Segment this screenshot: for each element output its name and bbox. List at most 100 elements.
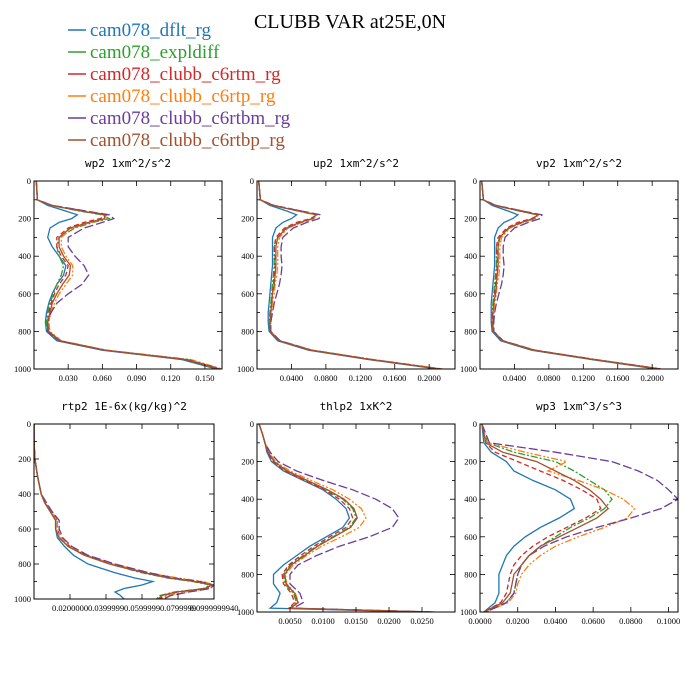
x-tick-label: 0.0400	[280, 373, 303, 383]
series-line	[258, 424, 436, 612]
y-tick-label: 1000	[14, 364, 31, 374]
y-tick-label: 200	[241, 457, 254, 467]
series-line	[481, 424, 576, 612]
y-tick-label: 400	[18, 489, 31, 499]
y-tick-label: 800	[241, 326, 254, 336]
x-tick-label: 0.0399999	[88, 603, 124, 613]
legend-entry: cam078_clubb_c6rtbm_rg	[90, 108, 291, 129]
series-line	[481, 181, 660, 369]
series-line	[481, 424, 678, 612]
y-tick-label: 600	[464, 289, 477, 299]
panel-title: vp2 1xm^2/s^2	[536, 157, 622, 170]
x-tick-label: 0.2000	[640, 373, 663, 383]
series-line	[481, 424, 602, 612]
y-tick-label: 0	[250, 176, 254, 186]
x-tick-label: 0.0800	[619, 616, 642, 626]
x-tick-label: 0.1600	[383, 373, 406, 383]
x-tick-label: 0.0400	[544, 616, 567, 626]
y-tick-label: 600	[18, 524, 31, 534]
series-line	[258, 181, 438, 369]
y-tick-label: 400	[464, 251, 477, 261]
series-line	[481, 181, 660, 369]
legend: cam078_dflt_rgcam078_expldiffcam078_club…	[68, 20, 291, 151]
plot-frame	[256, 180, 456, 370]
panel-title: rtp2 1E-6x(kg/kg)^2	[61, 400, 187, 413]
x-tick-label: 0.0799999	[160, 603, 196, 613]
y-tick-label: 1000	[460, 364, 477, 374]
series-line	[481, 424, 610, 612]
legend-entry: cam078_dflt_rg	[90, 20, 212, 41]
series-line	[34, 424, 213, 599]
chart-panel: wp2 1xm^2/s^2 0 200 400 600 800 1000 0.030 0.060…	[14, 157, 223, 383]
x-tick-label: 0.0800	[537, 373, 560, 383]
series-line	[481, 181, 657, 369]
series-line	[481, 181, 663, 369]
chart-panel: thlp2 1xK^2 0 200 400 600 800 1000 0.0050 0.0100…	[237, 400, 456, 626]
series-line	[258, 424, 429, 612]
y-tick-label: 800	[464, 569, 477, 579]
x-tick-label: 0.1200	[572, 373, 595, 383]
x-tick-label: 0.0999999940	[190, 603, 239, 613]
y-tick-label: 200	[18, 454, 31, 464]
x-tick-label: 0.0150	[344, 616, 367, 626]
plot-frame	[33, 423, 215, 600]
x-tick-label: 0.0599999	[124, 603, 160, 613]
x-tick-label: 0.1600	[606, 373, 629, 383]
x-tick-label: 0.030	[59, 373, 78, 383]
y-tick-label: 0	[473, 176, 477, 186]
chart-panel: rtp2 1E-6x(kg/kg)^2 0 200 400 600 800 1000 0.02…	[14, 400, 238, 613]
y-tick-label: 200	[18, 214, 31, 224]
x-tick-label: 0.1200	[349, 373, 372, 383]
series-line	[258, 424, 432, 612]
y-tick-label: 1000	[237, 364, 254, 374]
y-tick-label: 0	[27, 176, 31, 186]
legend-entry: cam078_clubb_c6rtbp_rg	[90, 130, 285, 151]
panel-title: wp2 1xm^2/s^2	[85, 157, 171, 170]
y-tick-label: 400	[241, 251, 254, 261]
y-tick-label: 200	[464, 214, 477, 224]
y-tick-label: 400	[464, 494, 477, 504]
series-line	[34, 424, 214, 599]
y-tick-label: 600	[464, 532, 477, 542]
series-line	[258, 181, 443, 369]
x-tick-label: 0.0250	[410, 616, 433, 626]
x-tick-label: 0.090	[127, 373, 146, 383]
x-tick-label: 0.0000	[468, 616, 491, 626]
y-tick-label: 200	[464, 457, 477, 467]
y-tick-label: 400	[241, 494, 254, 504]
series-line	[34, 424, 214, 599]
series-line	[258, 424, 430, 612]
x-tick-label: 0.0100	[311, 616, 334, 626]
legend-entry: cam078_expldiff	[90, 42, 220, 63]
x-tick-label: 0.0050	[278, 616, 301, 626]
panel-title: thlp2 1xK^2	[320, 400, 393, 413]
x-tick-label: 0.060	[93, 373, 112, 383]
y-tick-label: 800	[18, 326, 31, 336]
y-tick-label: 0	[250, 419, 254, 429]
x-tick-label: 0.0800	[314, 373, 337, 383]
legend-entry: cam078_clubb_c6rtm_rg	[90, 64, 281, 85]
series-line	[481, 181, 660, 369]
x-tick-label: 0.150	[195, 373, 214, 383]
series-line	[34, 424, 214, 599]
panel-title: wp3 1xm^3/s^3	[536, 400, 622, 413]
series-line	[35, 181, 222, 369]
x-tick-label: 0.2000	[417, 373, 440, 383]
y-tick-label: 800	[241, 569, 254, 579]
chart-panels: wp2 1xm^2/s^2 0 200 400 600 800 1000 0.030 0.060…	[14, 157, 680, 626]
series-line	[35, 181, 217, 369]
series-line	[258, 181, 442, 369]
series-line	[258, 424, 429, 612]
y-tick-label: 800	[464, 326, 477, 336]
y-tick-label: 600	[18, 289, 31, 299]
x-tick-label: 0.0400	[503, 373, 526, 383]
legend-entry: cam078_clubb_c6rtp_rg	[90, 86, 276, 107]
series-line	[258, 181, 440, 369]
y-tick-label: 1000	[14, 594, 31, 604]
x-tick-label: 0.1000	[657, 616, 680, 626]
series-line	[34, 424, 214, 599]
y-tick-label: 0	[473, 419, 477, 429]
y-tick-label: 800	[18, 559, 31, 569]
